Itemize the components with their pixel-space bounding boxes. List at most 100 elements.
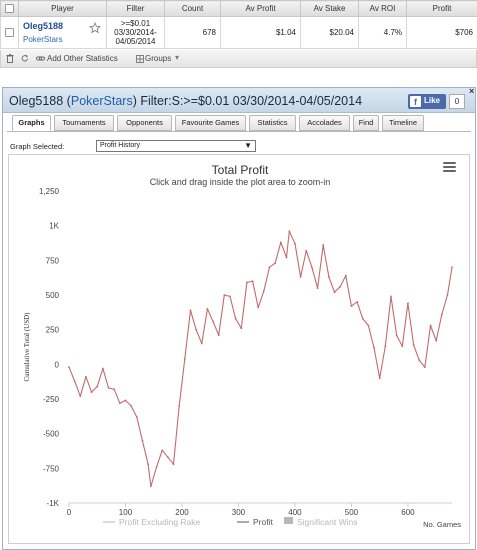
profit-data-point[interactable] xyxy=(234,317,237,320)
row-checkbox[interactable] xyxy=(5,28,14,38)
profit-data-point[interactable] xyxy=(288,230,291,233)
profit-data-point[interactable] xyxy=(435,339,438,342)
graph-select-dropdown[interactable]: Profit History ▼ xyxy=(96,140,256,152)
profit-data-point[interactable] xyxy=(135,416,138,418)
header-select-all[interactable] xyxy=(0,0,19,17)
column-header-av-stake[interactable]: Av Stake xyxy=(300,0,359,17)
grid-icon[interactable] xyxy=(136,55,144,63)
profit-data-point[interactable] xyxy=(217,334,220,337)
profit-data-point[interactable] xyxy=(401,345,404,348)
profit-data-point[interactable] xyxy=(378,377,381,380)
profit-series-line[interactable] xyxy=(68,230,453,487)
profit-data-point[interactable] xyxy=(73,380,76,382)
profit-data-point[interactable] xyxy=(113,388,116,391)
profit-data-point[interactable] xyxy=(429,324,432,327)
column-header-profit[interactable]: Profit xyxy=(406,0,477,17)
profit-data-point[interactable] xyxy=(195,328,198,331)
profit-data-point[interactable] xyxy=(418,359,421,362)
profit-data-point[interactable] xyxy=(367,324,370,327)
tab-graphs[interactable]: Graphs xyxy=(12,115,51,131)
profit-data-point[interactable] xyxy=(251,280,254,283)
profit-data-point[interactable] xyxy=(85,375,87,378)
profit-data-point[interactable] xyxy=(327,276,330,278)
profit-data-point[interactable] xyxy=(262,289,265,292)
tab-timeline[interactable]: Timeline xyxy=(382,115,424,131)
profit-data-point[interactable] xyxy=(384,345,387,348)
profit-data-point[interactable] xyxy=(240,327,243,330)
close-icon[interactable]: × xyxy=(469,86,475,96)
profit-data-point[interactable] xyxy=(155,466,158,468)
profit-data-point[interactable] xyxy=(361,317,364,320)
profit-data-point[interactable] xyxy=(200,342,203,345)
profit-data-point[interactable] xyxy=(79,395,82,398)
chart-menu-icon[interactable] xyxy=(443,162,456,173)
column-header-filter[interactable]: Filter xyxy=(106,0,165,17)
profit-chart-container[interactable]: -1K -750 -500 -250 0 250 500 750 1K 1,250 0 100 200… xyxy=(8,154,470,544)
profit-data-point[interactable] xyxy=(316,287,319,289)
profit-data-point[interactable] xyxy=(212,320,214,323)
legend-item-profit[interactable]: Profit xyxy=(253,517,273,527)
column-header-av-roi[interactable]: Av ROI xyxy=(358,0,407,17)
profit-data-point[interactable] xyxy=(412,344,415,346)
panel-title-site-link[interactable]: PokerStars xyxy=(70,94,133,108)
profit-data-point[interactable] xyxy=(274,262,277,265)
profit-data-point[interactable] xyxy=(407,302,409,305)
profit-data-point[interactable] xyxy=(223,294,226,296)
profit-data-point[interactable] xyxy=(257,306,260,309)
profit-data-point[interactable] xyxy=(141,439,144,442)
profit-data-point[interactable] xyxy=(373,346,375,349)
profit-data-point[interactable] xyxy=(279,241,282,244)
profit-data-point[interactable] xyxy=(390,295,392,298)
profit-data-point[interactable] xyxy=(96,385,99,388)
profit-data-point[interactable] xyxy=(395,334,398,337)
profit-data-point[interactable] xyxy=(311,266,313,269)
profit-data-point[interactable] xyxy=(172,463,175,466)
profit-data-point[interactable] xyxy=(451,266,453,269)
legend-item-significant-wins[interactable]: Significant Wins xyxy=(297,517,357,527)
profit-data-point[interactable] xyxy=(178,405,181,407)
column-header-av-profit[interactable]: Av Profit xyxy=(220,0,301,17)
profit-data-point[interactable] xyxy=(206,307,209,310)
profit-data-point[interactable] xyxy=(299,276,302,278)
profit-data-point[interactable] xyxy=(150,485,152,488)
profit-data-point[interactable] xyxy=(344,274,347,277)
star-icon[interactable] xyxy=(89,22,101,34)
column-header-count[interactable]: Count xyxy=(164,0,221,17)
add-other-statistics-link[interactable]: Add Other Statistics xyxy=(47,54,118,63)
profit-data-point[interactable] xyxy=(356,301,358,303)
refresh-icon[interactable] xyxy=(21,54,29,63)
trash-icon[interactable] xyxy=(6,54,14,63)
profit-chart[interactable]: -1K -750 -500 -250 0 250 500 750 1K 1,250 0 100 200… xyxy=(9,155,471,545)
profit-data-point[interactable] xyxy=(90,391,93,393)
profit-data-point[interactable] xyxy=(246,281,248,284)
legend-item-profit-excluding-rake[interactable]: Profit Excluding Rake xyxy=(119,517,201,527)
table-row[interactable]: Oleg5188 PokerStars >=$0.01 03/30/2014- … xyxy=(0,16,477,49)
profit-data-point[interactable] xyxy=(285,256,288,259)
profit-data-point[interactable] xyxy=(118,402,121,405)
column-header-player[interactable]: Player xyxy=(18,0,107,17)
chevron-down-icon[interactable]: ▾ xyxy=(175,53,180,62)
profit-data-point[interactable] xyxy=(350,305,353,307)
profit-data-point[interactable] xyxy=(161,449,164,452)
facebook-like-button[interactable]: f Like xyxy=(408,94,446,109)
row-select-cell[interactable] xyxy=(0,16,19,49)
profit-data-point[interactable] xyxy=(305,249,308,252)
groups-dropdown[interactable]: Groups xyxy=(145,54,172,63)
profit-data-point[interactable] xyxy=(333,291,336,294)
profit-data-point[interactable] xyxy=(446,294,449,296)
tab-statistics[interactable]: Statistics xyxy=(249,115,296,131)
tab-tournaments[interactable]: Tournaments xyxy=(54,115,114,131)
profit-data-point[interactable] xyxy=(294,242,296,245)
tab-favourite-games[interactable]: Favourite Games xyxy=(175,115,246,131)
player-name-link[interactable]: Oleg5188 xyxy=(23,21,64,31)
profit-data-point[interactable] xyxy=(440,313,443,316)
profit-data-point[interactable] xyxy=(107,387,110,389)
player-site-link[interactable]: PokerStars xyxy=(23,35,63,44)
profit-data-point[interactable] xyxy=(339,285,342,288)
link-icon[interactable] xyxy=(36,54,45,63)
profit-data-point[interactable] xyxy=(147,463,149,466)
select-all-checkbox[interactable] xyxy=(5,4,14,14)
profit-data-point[interactable] xyxy=(68,366,70,369)
tab-opponents[interactable]: Opponents xyxy=(117,115,172,131)
profit-data-point[interactable] xyxy=(101,367,104,370)
